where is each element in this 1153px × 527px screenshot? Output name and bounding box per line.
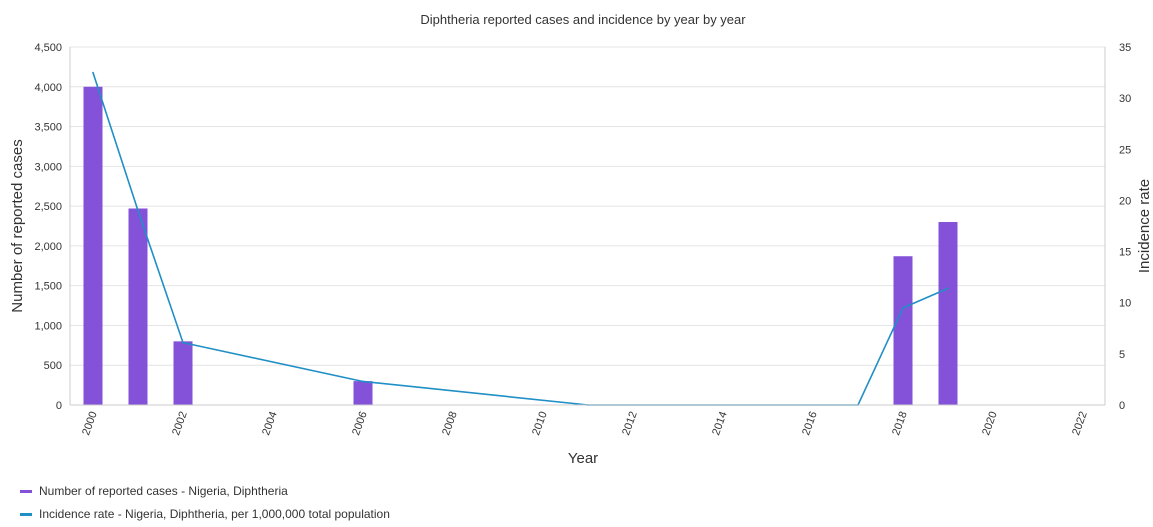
x-tick-label: 2004 (260, 410, 280, 437)
y2-tick-label: 25 (1119, 144, 1131, 156)
y2-tick-label: 20 (1119, 195, 1131, 207)
x-tick-label: 2016 (800, 410, 820, 437)
x-tick-label: 2008 (440, 410, 460, 437)
x-tick-label: 2022 (1070, 410, 1090, 437)
bar (128, 208, 148, 405)
right-axis-ticks: 0 5 10 15 20 25 30 35 (1119, 42, 1131, 412)
axes (69, 47, 1106, 406)
y2-axis-title: Incidence rate (1136, 179, 1153, 273)
y-tick-label: 2,500 (34, 201, 62, 213)
y-tick-label: 4,000 (34, 82, 62, 94)
legend: Number of reported cases - Nigeria, Diph… (20, 484, 390, 521)
y2-tick-label: 0 (1119, 400, 1125, 412)
line-point (902, 307, 904, 309)
y-tick-label: 1,500 (34, 281, 62, 293)
line-point (362, 380, 364, 383)
legend-swatch-incidence (20, 513, 32, 516)
y-tick-label: 500 (44, 360, 62, 372)
y-tick-label: 2,000 (34, 241, 62, 253)
line-point (182, 341, 184, 344)
y-tick-label: 1,000 (34, 320, 62, 332)
y2-tick-label: 35 (1119, 42, 1131, 54)
y2-tick-label: 10 (1119, 298, 1131, 310)
line-point (92, 71, 94, 74)
x-axis-ticks: 2000 2002 2004 2006 2008 2010 2012 2014 2016 2018… (80, 410, 1090, 437)
x-tick-label: 2012 (620, 410, 640, 437)
x-tick-label: 2014 (710, 410, 730, 437)
x-tick-label: 2018 (890, 410, 910, 437)
x-axis-title: Year (568, 450, 598, 467)
incidence-line (92, 72, 949, 406)
legend-swatch-cases (20, 490, 32, 493)
y2-tick-label: 15 (1119, 247, 1131, 259)
y2-tick-label: 30 (1119, 93, 1131, 105)
y-axis-title: Number of reported cases (9, 139, 26, 312)
y2-tick-label: 5 (1119, 349, 1125, 361)
legend-label-cases: Number of reported cases - Nigeria, Diph… (39, 484, 288, 498)
bar (83, 86, 103, 406)
grid-lines (70, 46, 1105, 406)
x-tick-label: 2010 (530, 410, 550, 437)
legend-label-incidence: Incidence rate - Nigeria, Diphtheria, pe… (39, 507, 390, 521)
bar (938, 222, 958, 405)
left-axis-ticks: 0 500 1,000 1,500 2,000 2,500 3,000 3,500 4,000 4… (34, 42, 62, 412)
y-tick-label: 3,000 (34, 161, 62, 173)
x-tick-label: 2000 (80, 410, 100, 437)
bar-series (83, 86, 958, 406)
chart-title: Diphtheria reported cases and incidence … (420, 12, 746, 27)
bar (173, 341, 193, 405)
y-tick-label: 3,500 (34, 122, 62, 134)
line-point (137, 209, 139, 212)
x-tick-label: 2006 (350, 410, 370, 437)
bar (893, 256, 913, 405)
y-tick-label: 4,500 (34, 42, 62, 54)
x-tick-label: 2020 (980, 410, 1000, 437)
line-point (947, 287, 949, 290)
x-tick-label: 2002 (170, 410, 190, 437)
line-series (92, 71, 949, 406)
y-tick-label: 0 (56, 400, 62, 412)
bar (353, 381, 373, 405)
